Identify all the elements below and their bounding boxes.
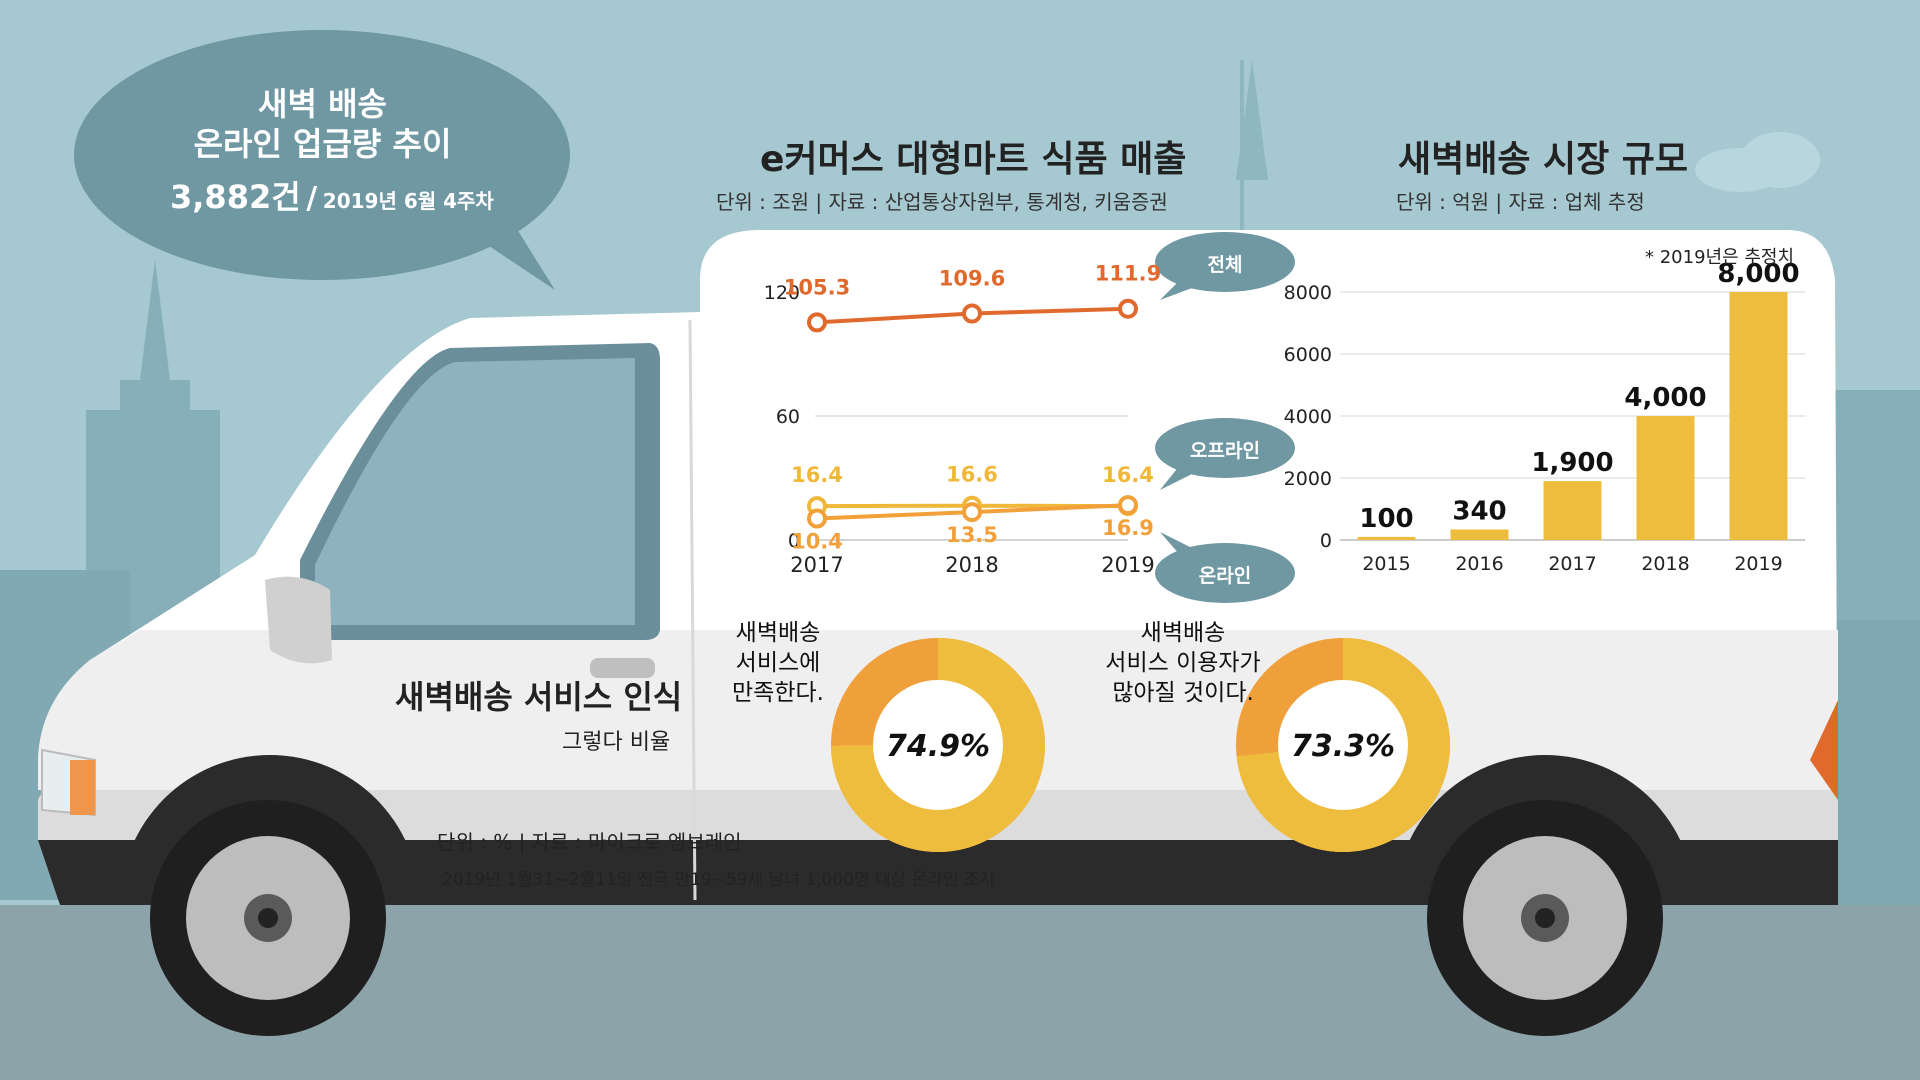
rear-wheel bbox=[1427, 800, 1663, 1036]
survey-source: 단위 : % | 자료 : 마이크로 엠브레인 bbox=[437, 830, 742, 854]
bar-ytick-label: 0 bbox=[1320, 530, 1332, 552]
donut-question-line: 많아질 것이다. bbox=[1112, 680, 1254, 706]
line-point bbox=[1118, 298, 1138, 319]
market-note: * 2019년은 추정치 bbox=[1645, 247, 1795, 268]
line-data-label: 13.5 bbox=[946, 523, 998, 547]
speech-bubble bbox=[74, 30, 570, 290]
market-subtitle: 단위 : 억원 | 자료 : 업체 추정 bbox=[1396, 190, 1645, 214]
line-point bbox=[962, 502, 982, 523]
donut-question-line: 만족한다. bbox=[732, 680, 824, 706]
line-xtick-label: 2017 bbox=[790, 553, 843, 577]
donut-question-line: 서비스에 bbox=[736, 650, 821, 676]
legend-label-2: 오프라인 bbox=[1190, 440, 1260, 462]
bar bbox=[1357, 536, 1416, 540]
bar-ytick-label: 8000 bbox=[1284, 282, 1332, 304]
donut-value-label: 74.9% bbox=[886, 729, 990, 764]
bubble-title: 새벽 배송 온라인 업급량 추이 bbox=[150, 84, 495, 164]
line-ytick-label: 0 bbox=[788, 530, 800, 552]
bar-chart: 8000 6000 4000 2000 0 100 2015 340 2016 1,900 2017… bbox=[1284, 259, 1805, 575]
line-point bbox=[807, 312, 827, 333]
legend-label-1: 전체 bbox=[1208, 254, 1243, 276]
line-ytick-label: 120 bbox=[764, 282, 800, 304]
line-data-label: 16.9 bbox=[1102, 516, 1154, 540]
bar bbox=[1636, 416, 1695, 540]
line-ytick-label: 60 bbox=[776, 406, 800, 428]
bar-value-label: 8,000 bbox=[1717, 259, 1799, 289]
bar-value-label: 1,900 bbox=[1531, 448, 1613, 478]
bubble-slash: / bbox=[306, 181, 318, 216]
donut-question-line: 새벽배송 bbox=[1141, 620, 1226, 646]
bubble-date: 2019년 6월 4주차 bbox=[322, 189, 494, 213]
bubble-count: 3,882건 bbox=[170, 178, 301, 216]
ecommerce-title: e커머스 대형마트 식품 매출 bbox=[760, 139, 1187, 180]
bar bbox=[1729, 292, 1788, 540]
bar-xtick-label: 2017 bbox=[1548, 553, 1596, 575]
donut-hole bbox=[1278, 680, 1408, 810]
line-data-label: 16.4 bbox=[1102, 463, 1154, 487]
bar-ytick-label: 6000 bbox=[1284, 344, 1332, 366]
bubble-count-row: 3,882건 / 2019년 6월 4주차 bbox=[170, 172, 500, 218]
line-point bbox=[807, 508, 827, 529]
bar-value-label: 4,000 bbox=[1624, 383, 1706, 413]
bar-xtick-label: 2018 bbox=[1641, 553, 1689, 575]
front-wheel bbox=[150, 800, 386, 1036]
bar bbox=[1543, 481, 1602, 540]
line-xtick-label: 2019 bbox=[1101, 553, 1154, 577]
line-xtick-label: 2018 bbox=[945, 553, 998, 577]
donut-hole bbox=[873, 680, 1003, 810]
bar-value-label: 100 bbox=[1359, 504, 1413, 534]
line-data-label: 16.6 bbox=[946, 463, 998, 487]
bubble-line1: 새벽 배송 bbox=[258, 85, 387, 123]
legend-label-3: 온라인 bbox=[1199, 565, 1251, 587]
bar-xtick-label: 2019 bbox=[1734, 553, 1782, 575]
line-data-label: 10.4 bbox=[791, 530, 843, 554]
market-title: 새벽배송 시장 규모 bbox=[1398, 139, 1689, 180]
survey-subtitle: 그렇다 비율 bbox=[562, 730, 671, 755]
bar-value-label: 340 bbox=[1452, 496, 1506, 526]
ecommerce-subtitle: 단위 : 조원 | 자료 : 산업통상자원부, 통계청, 키움증권 bbox=[716, 190, 1168, 214]
legend-bubbles bbox=[1155, 232, 1295, 603]
bar bbox=[1450, 529, 1509, 540]
donut-value-label: 73.3% bbox=[1291, 729, 1395, 764]
bar-xtick-label: 2015 bbox=[1362, 553, 1410, 575]
line-point bbox=[1118, 495, 1138, 516]
bar-xtick-label: 2016 bbox=[1455, 553, 1503, 575]
survey-footnote: 2019년 1월31~2월11일 전국 만19~59세 남녀 1,000명 대상… bbox=[442, 870, 996, 890]
line-data-label: 105.3 bbox=[784, 275, 850, 299]
line-data-label: 16.4 bbox=[791, 463, 843, 487]
donut-question-line: 서비스 이용자가 bbox=[1105, 650, 1260, 676]
bar-ytick-label: 4000 bbox=[1284, 406, 1332, 428]
line-data-label: 111.9 bbox=[1095, 262, 1161, 286]
survey-title: 새벽배송 서비스 인식 bbox=[395, 678, 683, 716]
line-point bbox=[962, 303, 982, 324]
donut-question-line: 새벽배송 bbox=[736, 620, 821, 646]
bubble-line2: 온라인 업급량 추이 bbox=[193, 125, 452, 163]
bar-ytick-label: 2000 bbox=[1284, 468, 1332, 490]
line-data-label: 109.6 bbox=[939, 266, 1005, 290]
